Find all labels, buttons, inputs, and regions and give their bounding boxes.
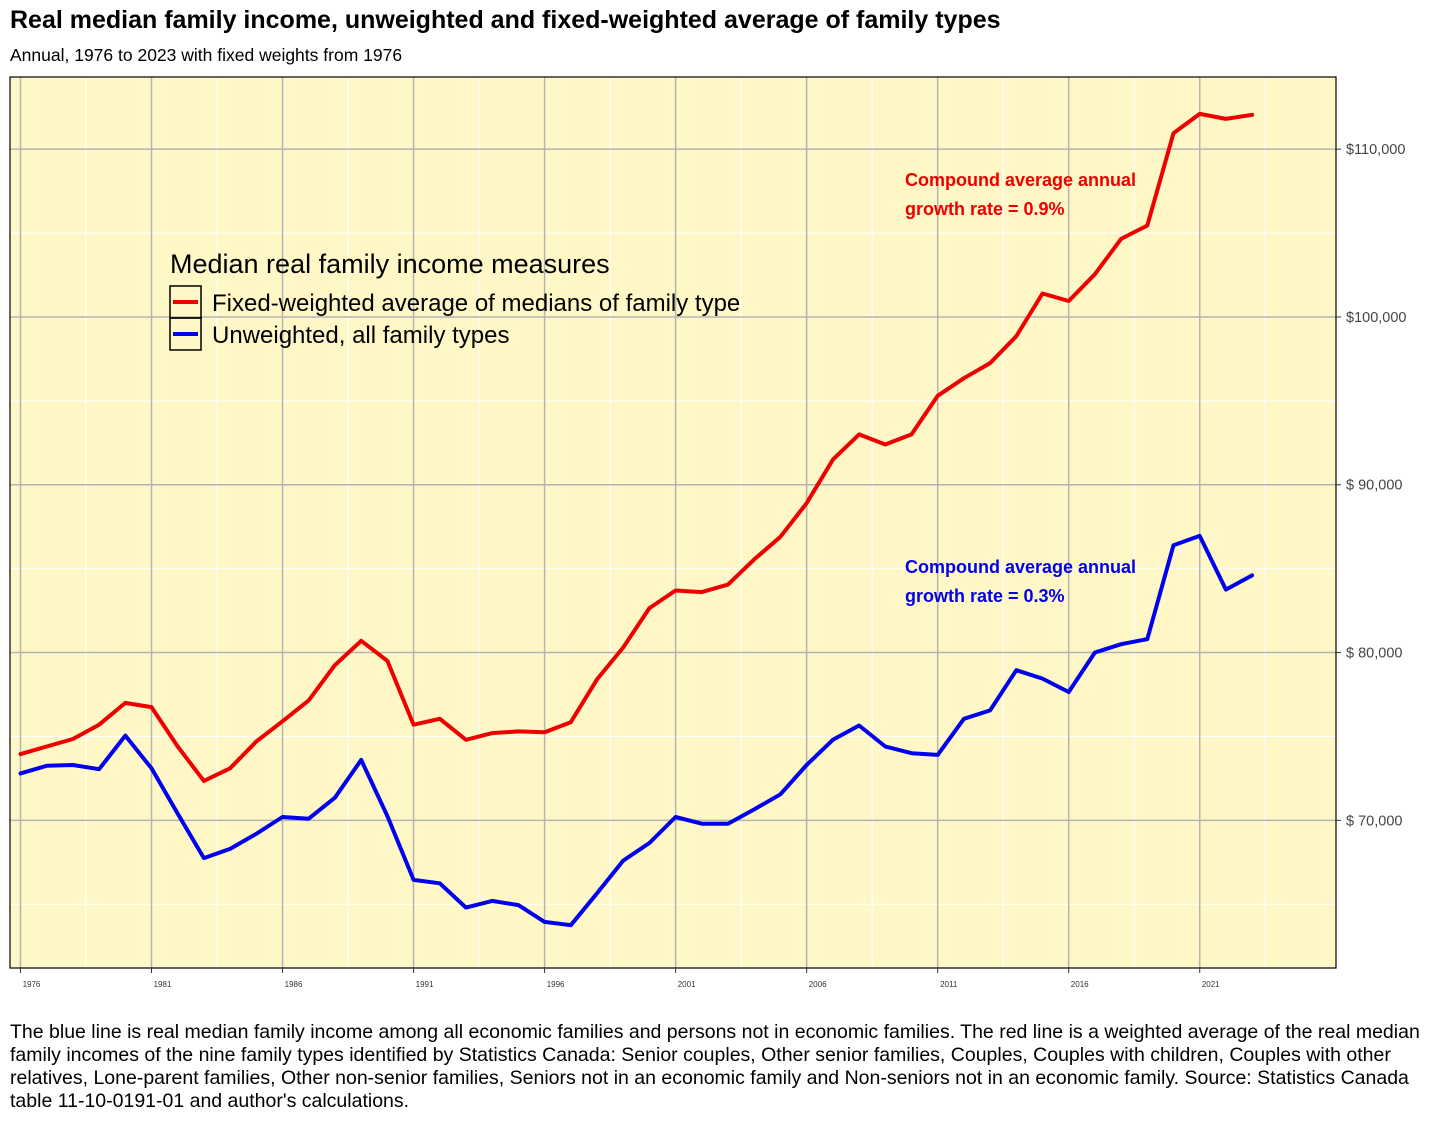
x-tick-label: 2001 xyxy=(678,980,696,989)
plot-background xyxy=(10,77,1336,968)
series-line-fixed-weighted xyxy=(18,111,1255,783)
x-tick-label: 2021 xyxy=(1202,980,1220,989)
x-axis: 1976 1981 1986 1991 1996 2001 2006 2011 2016 2021 xyxy=(19,968,1220,989)
y-tick-label: $ 90,000 xyxy=(1346,478,1402,494)
x-tick-label: 1991 xyxy=(416,980,434,989)
chart-subtitle: Annual, 1976 to 2023 with fixed weights … xyxy=(10,45,403,65)
growth-rate-annotation: Compound average annual xyxy=(905,557,1136,577)
growth-rate-annotation: Compound average annual xyxy=(905,170,1136,190)
legend-label: Fixed-weighted average of medians of fam… xyxy=(212,290,740,317)
line-chart: Compound average annual growth rate = 0.9… xyxy=(9,76,1406,989)
series-layer xyxy=(18,111,1255,928)
y-tick-label: $ 70,000 xyxy=(1346,813,1402,829)
x-tick-label: 1996 xyxy=(547,980,565,989)
y-axis: $ 70,000 $ 80,000 $ 90,000 $100,000 $110,000 xyxy=(1336,142,1406,829)
plot-border xyxy=(9,76,1337,969)
minor-gridlines xyxy=(10,77,1336,968)
legend-label: Unweighted, all family types xyxy=(212,322,509,349)
x-tick-label: 2016 xyxy=(1071,980,1089,989)
growth-rate-annotation: growth rate = 0.3% xyxy=(905,586,1065,606)
x-tick-label: 2006 xyxy=(809,980,827,989)
growth-rate-annotation: growth rate = 0.9% xyxy=(905,199,1065,219)
y-tick-label: $110,000 xyxy=(1346,142,1405,158)
chart-title: Real median family income, unweighted an… xyxy=(10,6,1001,34)
footnote: The blue line is real median family inco… xyxy=(10,1021,1420,1112)
y-tick-label: $100,000 xyxy=(1346,310,1406,326)
series-line-unweighted xyxy=(18,533,1255,928)
y-tick-label: $ 80,000 xyxy=(1346,646,1402,662)
legend: Median real family income measures Fixed-… xyxy=(169,249,740,351)
annotations: Compound average annual growth rate = 0.9… xyxy=(905,170,1136,606)
legend-title: Median real family income measures xyxy=(170,249,610,279)
x-tick-label: 1976 xyxy=(23,980,41,989)
x-tick-label: 1981 xyxy=(154,980,172,989)
x-tick-label: 1986 xyxy=(285,980,303,989)
legend-key xyxy=(169,317,202,351)
x-tick-label: 2011 xyxy=(940,980,958,989)
